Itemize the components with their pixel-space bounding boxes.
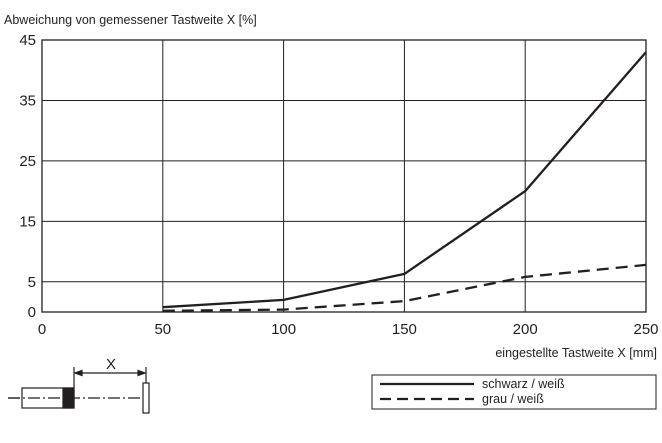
y-tick-label: 35 <box>19 92 36 109</box>
x-tick-label: 0 <box>38 321 46 338</box>
y-axis-label: Abweichung von gemessener Tastweite X [%… <box>4 13 257 27</box>
y-tick-label: 0 <box>28 304 36 321</box>
y-tick-label: 25 <box>19 153 36 170</box>
x-axis-label: eingestellte Tastweite X [mm] <box>495 346 657 360</box>
x-tick-label: 200 <box>513 321 538 338</box>
y-tick-labels: 0 5 15 25 35 45 <box>19 32 36 321</box>
legend-box <box>371 374 657 410</box>
y-tick-label: 5 <box>28 274 36 291</box>
dimension-arrow-right <box>137 369 147 377</box>
x-tick-label: 150 <box>392 321 417 338</box>
x-tick-label: 100 <box>271 321 296 338</box>
distance-label: X <box>106 356 116 373</box>
series-line-schwarz-weiss <box>162 51 647 309</box>
y-tick-label: 45 <box>19 32 36 49</box>
series-lines <box>162 51 647 312</box>
x-tick-labels: 0 50 100 150 200 250 <box>38 321 659 338</box>
x-tick-label: 50 <box>154 321 171 338</box>
target-plate <box>142 382 150 414</box>
grid <box>41 39 647 313</box>
dimension-arrow-left <box>73 369 83 377</box>
sensor-diagram <box>8 367 150 414</box>
legend-label-grau: grau / weiß <box>482 392 544 406</box>
plot-frame <box>41 39 647 313</box>
legend: schwarz / weiß grau / weiß <box>371 374 657 410</box>
x-tick-label: 250 <box>633 321 658 338</box>
y-tick-label: 15 <box>19 213 36 230</box>
series-line-grau-weiss <box>162 263 647 312</box>
legend-label-schwarz: schwarz / weiß <box>482 377 565 391</box>
